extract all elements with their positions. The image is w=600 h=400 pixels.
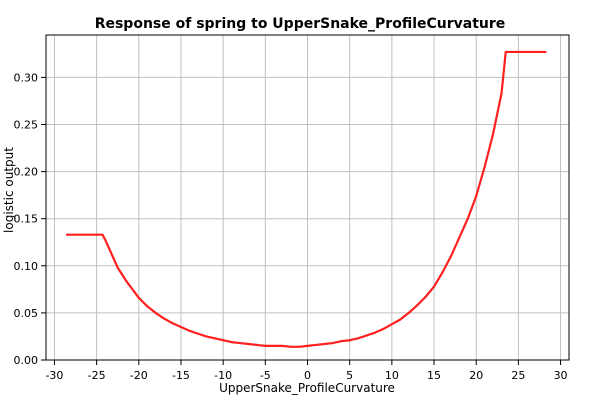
data-point — [116, 266, 119, 269]
data-point — [154, 311, 157, 314]
data-point — [188, 329, 191, 332]
data-point — [247, 342, 250, 346]
data-point — [382, 327, 385, 331]
data-point — [272, 344, 275, 347]
x-tick-label: -20 — [130, 369, 148, 382]
y-tick-label: 0.20 — [14, 166, 39, 179]
x-tick-label: -30 — [45, 369, 63, 382]
data-point — [196, 332, 199, 335]
x-tick-label: -5 — [260, 369, 271, 382]
data-point — [475, 194, 478, 198]
series-layer — [65, 50, 547, 348]
data-point — [407, 311, 410, 314]
data-point — [340, 340, 343, 343]
data-point — [171, 322, 174, 325]
data-point — [65, 233, 69, 236]
data-point — [146, 305, 149, 308]
data-point — [466, 217, 469, 220]
data-point — [87, 233, 90, 236]
chart-title: Response of spring to UpperSnake_Profile… — [95, 16, 506, 32]
data-point — [255, 343, 258, 347]
data-point — [449, 255, 452, 258]
data-point — [95, 233, 98, 236]
y-tick-label: 0.00 — [14, 354, 39, 367]
x-tick-label: 10 — [385, 369, 399, 382]
data-point — [348, 339, 351, 342]
y-tick-label: 0.15 — [14, 213, 39, 226]
x-tick-label: 15 — [427, 369, 441, 382]
data-point — [112, 257, 115, 260]
data-point — [137, 296, 140, 299]
data-point — [483, 165, 486, 168]
data-point — [373, 331, 377, 334]
x-tick-label: 20 — [469, 369, 483, 382]
data-point — [432, 285, 436, 288]
data-point — [314, 343, 318, 347]
data-point — [331, 341, 334, 345]
data-point — [517, 50, 520, 54]
data-point — [544, 50, 547, 54]
axis-ticks: -30 -25 -20 -15 -10 -5 0 5 10 15 20 25 30 0.00 0.05 0.1… — [14, 71, 568, 382]
data-point — [120, 273, 124, 276]
data-point — [306, 344, 309, 347]
plot-frame — [45, 34, 570, 361]
data-point — [500, 92, 503, 95]
data-point — [504, 50, 507, 54]
data-point — [230, 341, 233, 344]
x-tick-label: 5 — [346, 369, 353, 382]
data-point — [281, 344, 284, 347]
data-point — [133, 291, 136, 294]
data-point — [399, 318, 402, 321]
grid-lines — [46, 35, 569, 361]
data-point — [365, 334, 368, 337]
y-tick-label: 0.10 — [14, 260, 39, 273]
data-point — [289, 345, 292, 348]
x-tick-label: 25 — [511, 369, 525, 382]
data-point — [78, 233, 81, 236]
data-point — [424, 295, 427, 298]
data-point — [179, 325, 183, 329]
data-point — [213, 337, 216, 340]
data-point — [416, 304, 419, 307]
data-point — [323, 342, 326, 346]
data-point — [129, 285, 132, 288]
x-axis-label: UpperSnake_ProfileCurvature — [219, 381, 395, 395]
data-point — [205, 335, 208, 338]
x-tick-label: 30 — [554, 369, 568, 382]
data-point — [108, 247, 111, 250]
data-point — [101, 233, 104, 236]
data-point — [390, 323, 393, 326]
y-axis-label: logistic output — [2, 147, 16, 233]
data-point — [297, 345, 301, 348]
data-point — [222, 339, 225, 342]
data-point — [264, 344, 267, 347]
data-point — [163, 317, 166, 320]
data-point — [458, 236, 461, 239]
data-point — [441, 271, 444, 274]
y-tick-label: 0.30 — [14, 71, 39, 84]
y-tick-label: 0.05 — [14, 307, 39, 320]
data-point — [529, 50, 533, 54]
data-point — [357, 337, 360, 340]
data-point — [491, 132, 495, 136]
data-point — [238, 341, 242, 345]
y-tick-label: 0.25 — [14, 118, 39, 131]
data-point — [103, 238, 107, 241]
x-tick-label: -10 — [214, 369, 232, 382]
x-tick-label: -25 — [88, 369, 106, 382]
x-tick-label: -15 — [172, 369, 190, 382]
data-point — [125, 279, 128, 282]
x-tick-label: 0 — [304, 369, 311, 382]
